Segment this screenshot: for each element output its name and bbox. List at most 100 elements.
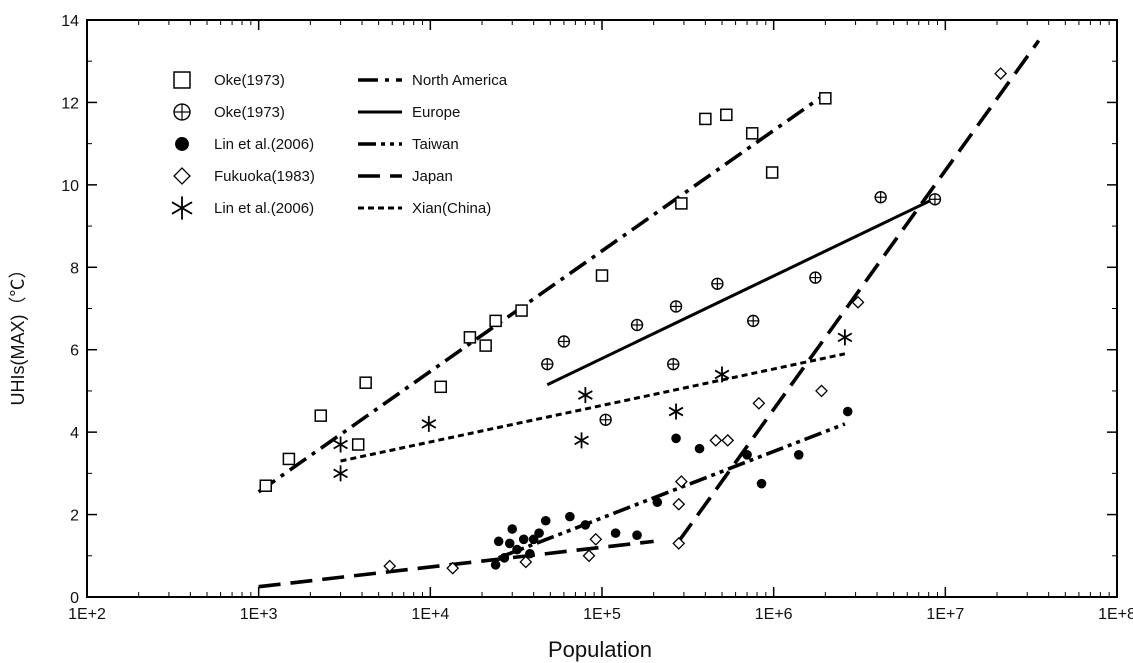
data-point-square [259, 479, 273, 492]
data-point-circle-plus [874, 191, 887, 204]
data-point-diamond [851, 295, 865, 309]
data-point-square [282, 452, 296, 466]
axes: 1E+2 1E+3 1E+4 1E+5 1E+6 1E+7 1E+8 0 2 4 6 8 10 12 14 [61, 13, 1133, 623]
data-point-circle-plus [711, 277, 724, 290]
data-point-diamond [721, 433, 735, 447]
data-point-filled-circle [632, 530, 642, 540]
legend-marker-square [173, 71, 191, 89]
data-point-diamond [815, 384, 828, 398]
fit-line-japan [677, 39, 1041, 543]
data-point-square [434, 380, 448, 394]
data-point-asterisk [668, 403, 684, 420]
legend-label: North America [412, 72, 508, 89]
data-point-diamond [752, 396, 766, 410]
data-point-asterisk [333, 465, 348, 482]
data-point-filled-circle [525, 548, 535, 559]
legend-marker-circle-plus [173, 103, 191, 121]
data-point-diamond [672, 497, 686, 511]
y-tick-label: 6 [70, 343, 79, 360]
data-point-filled-circle [493, 536, 504, 547]
data-point-circle-plus [809, 271, 822, 284]
data-point-filled-circle [610, 528, 621, 538]
data-point-square [479, 339, 492, 352]
legend-label: Europe [412, 104, 460, 121]
data-point-asterisk [574, 432, 589, 449]
legend-label: Oke(1973) [214, 104, 285, 121]
data-point-filled-circle [512, 544, 522, 555]
data-point-diamond [383, 559, 397, 573]
data-point-asterisk [577, 387, 593, 404]
data-point-square [819, 92, 832, 105]
data-point-square [699, 112, 712, 126]
data-point-diamond [589, 532, 603, 546]
data-point-diamond [674, 475, 688, 489]
x-tick-label: 1E+3 [240, 606, 278, 623]
x-tick-label: 1E+8 [1098, 606, 1133, 623]
legend-label: Japan [412, 168, 453, 185]
data-point-filled-circle [540, 515, 551, 526]
data-point-square [515, 304, 528, 317]
x-tick-label: 1E+6 [755, 606, 793, 623]
data-point-filled-circle [504, 538, 515, 549]
data-point-filled-circle [565, 511, 575, 522]
legend-label: Lin et al.(2006) [214, 136, 314, 153]
legend-label: Xian(China) [412, 200, 491, 217]
data-point-circle-plus [669, 300, 683, 313]
data-point-asterisk [421, 415, 437, 432]
legend-marker-filled-circle [175, 137, 189, 151]
data-point-filled-circle [842, 406, 853, 417]
x-tick-label: 1E+4 [411, 606, 449, 623]
data-point-filled-circle [671, 433, 681, 444]
legend-marker-diamond [173, 167, 191, 185]
data-points [259, 67, 1008, 575]
y-axis-title: UHIs(MAX)（℃） [8, 261, 28, 406]
x-tick-label: 1E+5 [583, 606, 621, 623]
y-tick-label: 12 [61, 95, 79, 112]
data-point-circle-plus [541, 357, 554, 371]
data-point-square [351, 438, 365, 451]
x-axis-title: Population [548, 637, 652, 662]
fit-line-europe [546, 195, 939, 387]
data-point-filled-circle [652, 497, 663, 508]
data-point-square [359, 376, 372, 389]
data-point-diamond [994, 67, 1008, 80]
data-point-square [463, 331, 477, 344]
y-tick-label: 14 [61, 13, 79, 30]
data-point-circle-plus [599, 413, 612, 426]
data-point-square [595, 269, 609, 282]
y-tick-label: 10 [61, 178, 79, 195]
legend-label: Oke(1973) [214, 72, 285, 89]
data-point-square [314, 409, 328, 422]
data-point-filled-circle [490, 560, 501, 570]
x-tick-label: 1E+7 [926, 606, 964, 623]
legend: Oke(1973) Oke(1973) Lin et al.(2006) Fukuok… [171, 71, 508, 220]
data-point-circle-plus [630, 318, 644, 332]
data-point-filled-circle [694, 443, 705, 454]
y-tick-label: 0 [70, 590, 79, 607]
data-point-filled-circle [756, 478, 767, 489]
data-point-filled-circle [528, 534, 539, 545]
data-point-filled-circle [580, 520, 591, 530]
data-point-filled-circle [499, 553, 510, 563]
legend-label: Lin et al.(2006) [214, 200, 314, 217]
fit-line-xian-china [340, 352, 846, 463]
data-point-diamond [582, 549, 596, 563]
data-point-circle-plus [928, 193, 942, 206]
legend-marker-asterisk [171, 196, 193, 220]
fit-lines [257, 39, 1041, 589]
data-point-square [765, 166, 779, 179]
y-tick-label: 8 [70, 260, 79, 277]
data-point-asterisk [333, 436, 348, 453]
y-tick-label: 4 [70, 425, 79, 442]
data-point-square [720, 108, 733, 122]
legend-label: Taiwan [412, 136, 459, 153]
data-point-square [675, 197, 688, 210]
data-point-diamond [672, 537, 686, 550]
data-point-asterisk [837, 329, 853, 346]
legend-label: Fukuoka(1983) [214, 168, 315, 185]
data-point-filled-circle [518, 534, 529, 545]
data-point-filled-circle [742, 450, 752, 460]
data-point-filled-circle [507, 524, 518, 534]
data-point-diamond [446, 561, 460, 575]
